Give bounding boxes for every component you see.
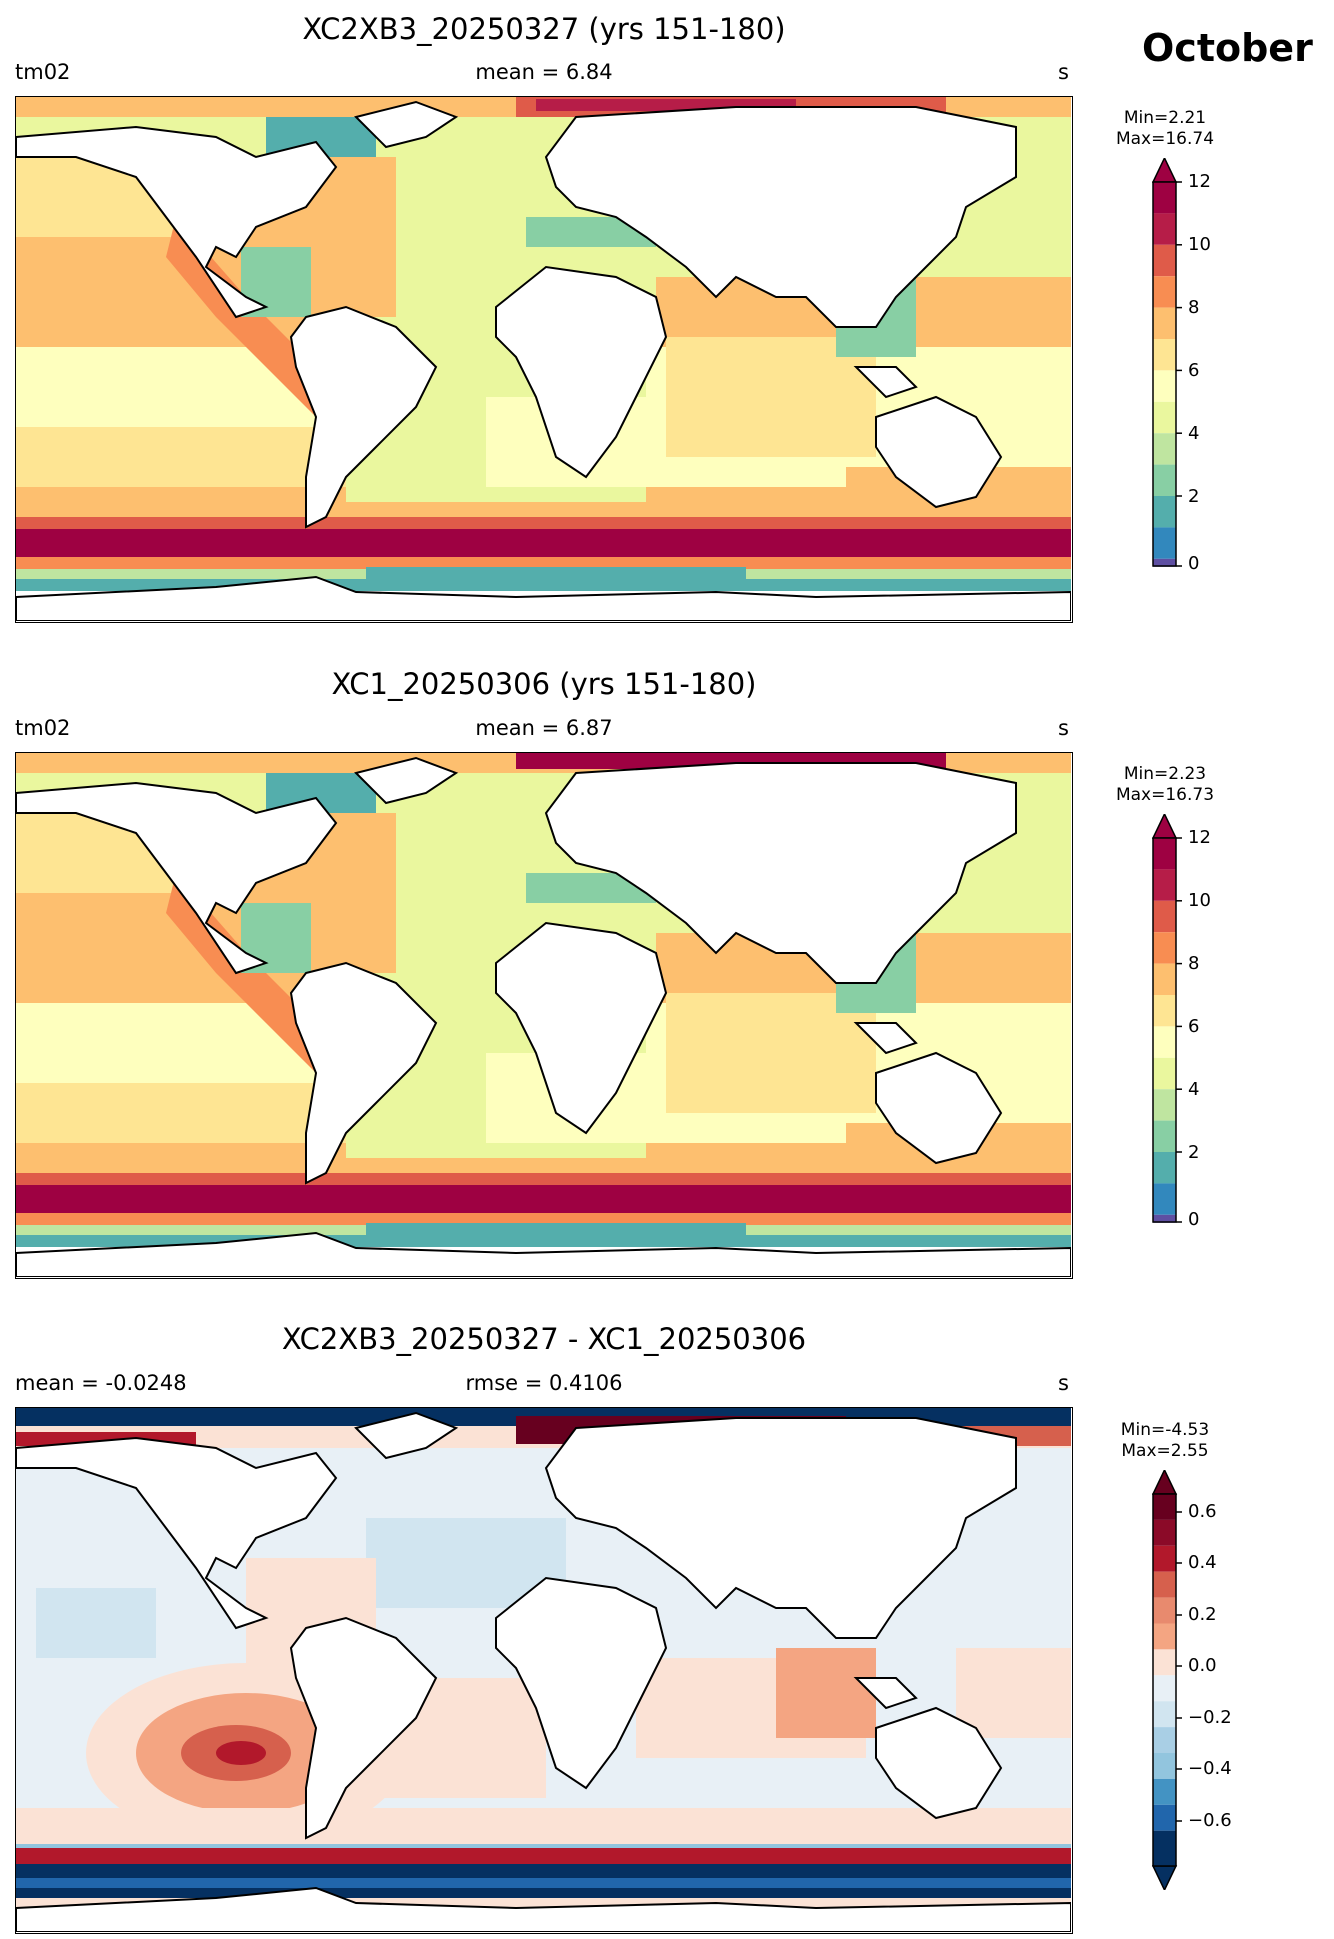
panel-3-tick-0.2: 0.2 (1188, 1604, 1217, 1625)
panel-2-tick-0: 0 (1188, 1209, 1200, 1230)
panel-1-tick-6: 6 (1188, 360, 1200, 381)
panel-1-tick-4: 4 (1188, 423, 1200, 444)
panel-2-max-label: Max=16.73 (1115, 785, 1215, 805)
panel-2-min-label: Min=2.23 (1123, 764, 1207, 784)
panel-2-tick-4: 4 (1188, 1079, 1200, 1100)
panel-3-map (15, 1407, 1073, 1934)
panel-2-tick-2: 2 (1188, 1142, 1200, 1163)
panel-2-mean: mean = 6.87 (475, 716, 613, 740)
panel-2-title: XC1_20250306 (yrs 151-180) (331, 667, 757, 701)
panel-3-units: s (1058, 1371, 1069, 1395)
panel-2-colorbar (1152, 814, 1182, 1223)
panel-3-max-label: Max=2.55 (1121, 1441, 1209, 1461)
panel-3-tick-0.6: 0.6 (1188, 1501, 1217, 1522)
panel-1-variable: tm02 (15, 60, 71, 84)
panel-1-tick-12: 12 (1188, 171, 1211, 192)
panel-3-title: XC2XB3_20250327 - XC1_20250306 (281, 1322, 807, 1356)
panel-3-field (16, 1408, 1071, 1932)
panel-1-tick-0: 0 (1188, 553, 1200, 574)
panel-1-colorbar (1152, 158, 1182, 567)
panel-1-max-label: Max=16.74 (1115, 129, 1215, 149)
panel-3-tick-0.4: 0.4 (1188, 1552, 1217, 1573)
month-label: October (1142, 26, 1313, 70)
panel-3-tick-neg0.4: −0.4 (1188, 1758, 1232, 1779)
panel-1-tick-10: 10 (1188, 234, 1211, 255)
panel-3-colorbar (1152, 1470, 1182, 1890)
panel-2-coastlines (16, 756, 1071, 1277)
panel-1-mean: mean = 6.84 (475, 60, 613, 84)
panel-1-min-label: Min=2.21 (1123, 108, 1207, 128)
panel-1-coastlines (16, 100, 1071, 621)
panel-1-units: s (1058, 60, 1069, 84)
panel-1-tick-8: 8 (1188, 297, 1200, 318)
panel-3-mean: mean = -0.0248 (15, 1371, 187, 1395)
panel-1-title: XC2XB3_20250327 (yrs 151-180) (302, 12, 786, 46)
panel-3-tick-neg0.6: −0.6 (1188, 1810, 1232, 1831)
panel-3-tick-0.0: 0.0 (1188, 1655, 1217, 1676)
panel-3-min-label: Min=-4.53 (1120, 1420, 1210, 1440)
panel-3-tick-neg0.2: −0.2 (1188, 1707, 1232, 1728)
panel-2-tick-6: 6 (1188, 1016, 1200, 1037)
panel-2-field (16, 753, 1071, 1277)
panel-2-tick-8: 8 (1188, 953, 1200, 974)
panel-2-variable: tm02 (15, 716, 71, 740)
panel-1-tick-2: 2 (1188, 486, 1200, 507)
panel-1-field (16, 97, 1071, 621)
panel-2-map (15, 752, 1073, 1279)
panel-3-coastlines (16, 1411, 1071, 1932)
panel-2-tick-12: 12 (1188, 827, 1211, 848)
panel-2-units: s (1058, 716, 1069, 740)
panel-3-rmse: rmse = 0.4106 (465, 1371, 623, 1395)
panel-2-tick-10: 10 (1188, 890, 1211, 911)
panel-1-map (15, 96, 1073, 623)
